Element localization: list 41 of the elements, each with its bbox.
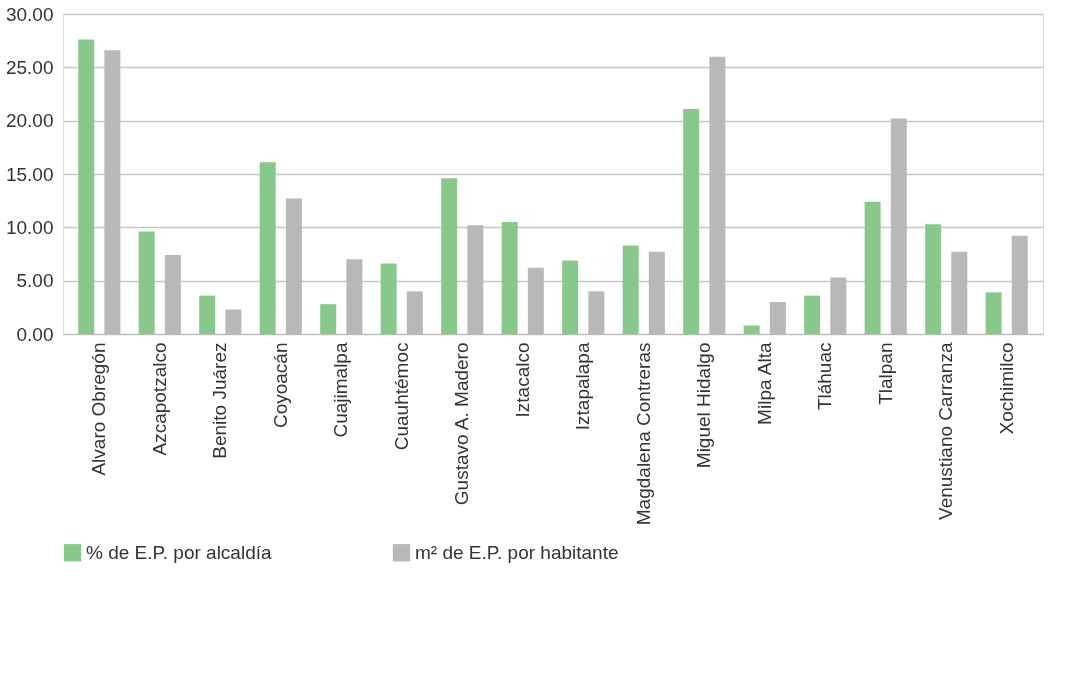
bar	[259, 162, 276, 334]
x-tick-label: Xochimilco	[995, 342, 1017, 435]
y-tick-label: 30.00	[5, 3, 54, 25]
bar	[864, 201, 881, 334]
x-tick-label: Azcapotzalco	[148, 342, 170, 456]
bar	[380, 263, 397, 334]
bar	[683, 108, 700, 334]
x-tick-label: Gustavo A. Madero	[451, 342, 473, 506]
y-tick-label: 10.00	[5, 216, 54, 238]
y-tick-label: 15.00	[5, 163, 54, 185]
x-tick-label: Tlalpan	[874, 342, 896, 405]
bar	[562, 260, 579, 334]
bar	[985, 292, 1002, 334]
y-tick-label: 20.00	[5, 110, 54, 132]
x-tick-label: Venustiano Carranza	[935, 342, 957, 520]
x-tick-label: Iztacalco	[511, 342, 533, 418]
x-tick-label: Benito Juárez	[209, 342, 231, 459]
legend-label: m² de E.P. por habitante	[415, 541, 619, 563]
bar	[199, 295, 216, 334]
x-tick-label: Magdalena Contreras	[632, 342, 654, 526]
bar	[441, 178, 458, 334]
bar	[320, 304, 337, 334]
y-tick-label: 25.00	[5, 56, 54, 78]
bar	[804, 295, 821, 334]
y-tick-label: 5.00	[16, 270, 54, 292]
bar	[743, 325, 760, 334]
bar	[501, 222, 518, 334]
x-tick-label: Alvaro Obregón	[88, 342, 110, 476]
x-tick-label: Tláhuac	[814, 342, 836, 411]
legend-label: % de E.P. por alcaldía	[86, 541, 272, 563]
bar	[622, 245, 639, 334]
x-tick-label: Iztapalapa	[572, 342, 594, 431]
bar	[78, 39, 95, 334]
x-tick-label: Cuauhtémoc	[390, 342, 412, 451]
bar	[925, 224, 942, 334]
x-tick-label: Cuajimalpa	[330, 342, 352, 438]
bar	[138, 231, 155, 334]
y-tick-label: 0.00	[16, 323, 54, 345]
x-tick-label: Milpa Alta	[753, 342, 775, 425]
x-tick-label: Coyoacán	[269, 342, 291, 429]
x-tick-label: Miguel Hidalgo	[693, 342, 715, 469]
